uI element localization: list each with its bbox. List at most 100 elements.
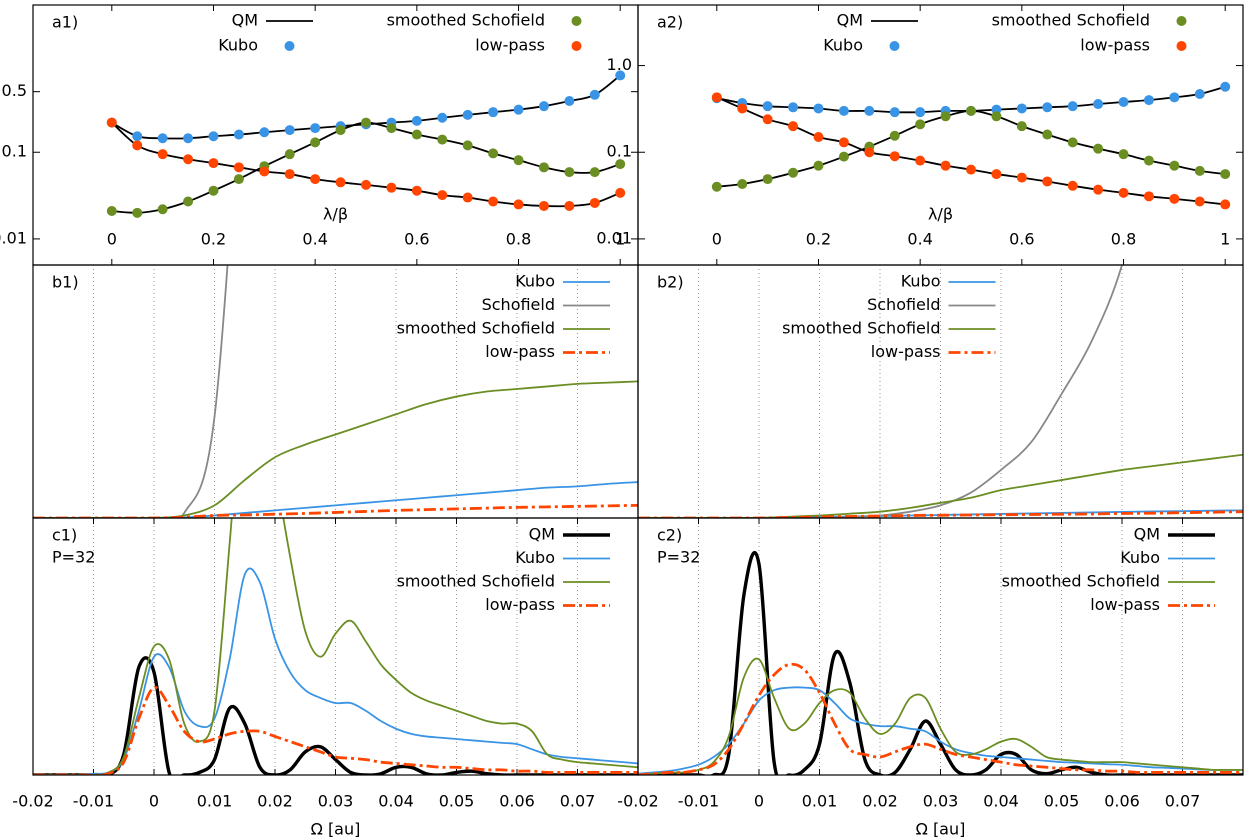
x-tick-label: 0.04 <box>983 792 1019 811</box>
data-line <box>33 518 638 775</box>
data-point <box>233 129 244 140</box>
data-point <box>966 164 977 175</box>
data-point <box>940 111 951 122</box>
data-point <box>538 162 549 173</box>
y-tick-label: 1.0 <box>607 55 632 74</box>
data-point <box>889 130 900 141</box>
panel-label: b1) <box>52 273 79 292</box>
data-point <box>1016 172 1027 183</box>
data-point <box>915 119 926 130</box>
data-point <box>106 117 117 128</box>
x-tick-label: 0.6 <box>404 230 429 249</box>
data-point <box>1220 169 1231 180</box>
data-point <box>915 107 926 118</box>
data-point <box>1093 184 1104 195</box>
data-point <box>132 131 143 142</box>
data-point <box>208 158 219 169</box>
data-point <box>132 140 143 151</box>
data-point <box>1194 196 1205 207</box>
data-point <box>1042 129 1053 140</box>
data-point <box>335 125 346 136</box>
data-point <box>488 107 499 118</box>
data-point <box>183 133 194 144</box>
data-point <box>132 207 143 218</box>
data-point <box>208 185 219 196</box>
x-tick-label: 0.4 <box>302 230 327 249</box>
data-point <box>589 167 600 178</box>
data-line <box>33 380 638 518</box>
x-tick-label: 0.07 <box>560 792 596 811</box>
data-point <box>737 179 748 190</box>
x-tick-label: 0 <box>149 792 159 811</box>
data-point <box>1067 137 1078 148</box>
x-tick-label: 0.2 <box>201 230 226 249</box>
data-point <box>1169 92 1180 103</box>
panel-frame <box>637 264 1244 519</box>
data-point <box>813 131 824 142</box>
x-tick-label: 0 <box>754 792 764 811</box>
data-line <box>33 503 638 518</box>
x-axis-label: Ω [au] <box>311 820 361 839</box>
data-point <box>788 102 799 113</box>
data-point <box>538 101 549 112</box>
data-point <box>1220 199 1231 210</box>
data-point <box>1220 81 1231 92</box>
data-point <box>1093 143 1104 154</box>
x-tick-label: 1 <box>1220 230 1230 249</box>
x-tick-label: -0.01 <box>678 792 719 811</box>
data-point <box>284 125 295 136</box>
data-point <box>615 187 626 198</box>
data-point <box>915 155 926 166</box>
data-point <box>615 70 626 81</box>
x-tick-label: 0.01 <box>802 792 838 811</box>
data-point <box>411 129 422 140</box>
data-point <box>411 185 422 196</box>
panel-frame <box>637 517 1244 776</box>
data-point <box>838 105 849 116</box>
data-point <box>564 200 575 211</box>
legend-label: Kubo <box>515 548 555 567</box>
data-point <box>411 115 422 126</box>
legend-label: low-pass <box>485 342 555 361</box>
data-point <box>615 159 626 170</box>
data-point <box>1194 165 1205 176</box>
legend-label: low-pass <box>871 342 941 361</box>
x-tick-label: 0.02 <box>862 792 898 811</box>
data-point <box>462 140 473 151</box>
data-point <box>361 179 372 190</box>
x-tick-label: 0.6 <box>1009 230 1034 249</box>
x-tick-label: 0.8 <box>1111 230 1136 249</box>
legend-label: Kubo <box>823 36 863 55</box>
data-point <box>183 196 194 207</box>
data-point <box>183 154 194 165</box>
data-point <box>1067 101 1078 112</box>
legend-label: smoothed Schofield <box>782 319 940 338</box>
data-point <box>1169 160 1180 171</box>
data-point <box>564 96 575 107</box>
data-point <box>737 103 748 114</box>
data-point <box>488 196 499 207</box>
data-point <box>513 155 524 166</box>
data-point <box>386 182 397 193</box>
data-point <box>437 134 448 145</box>
data-point <box>513 104 524 115</box>
data-line <box>33 567 638 775</box>
data-point <box>1169 193 1180 204</box>
legend-label: smoothed Schofield <box>397 319 555 338</box>
data-line <box>638 453 1243 518</box>
data-line <box>638 662 1243 775</box>
legend-swatch <box>1176 41 1187 51</box>
legend-label: Kubo <box>218 36 258 55</box>
data-point <box>1016 103 1027 114</box>
panel-label: c1) <box>52 526 77 545</box>
data-point <box>386 123 397 134</box>
data-point <box>864 147 875 158</box>
x-tick-label: 0 <box>107 230 117 249</box>
y-tick-label: 0.1 <box>607 142 632 161</box>
data-point <box>233 162 244 173</box>
data-point <box>310 137 321 148</box>
x-axis-label: λ/β <box>928 205 953 224</box>
data-point <box>966 105 977 116</box>
legend-label: low-pass <box>485 595 555 614</box>
legend-label: QM <box>1134 525 1160 544</box>
